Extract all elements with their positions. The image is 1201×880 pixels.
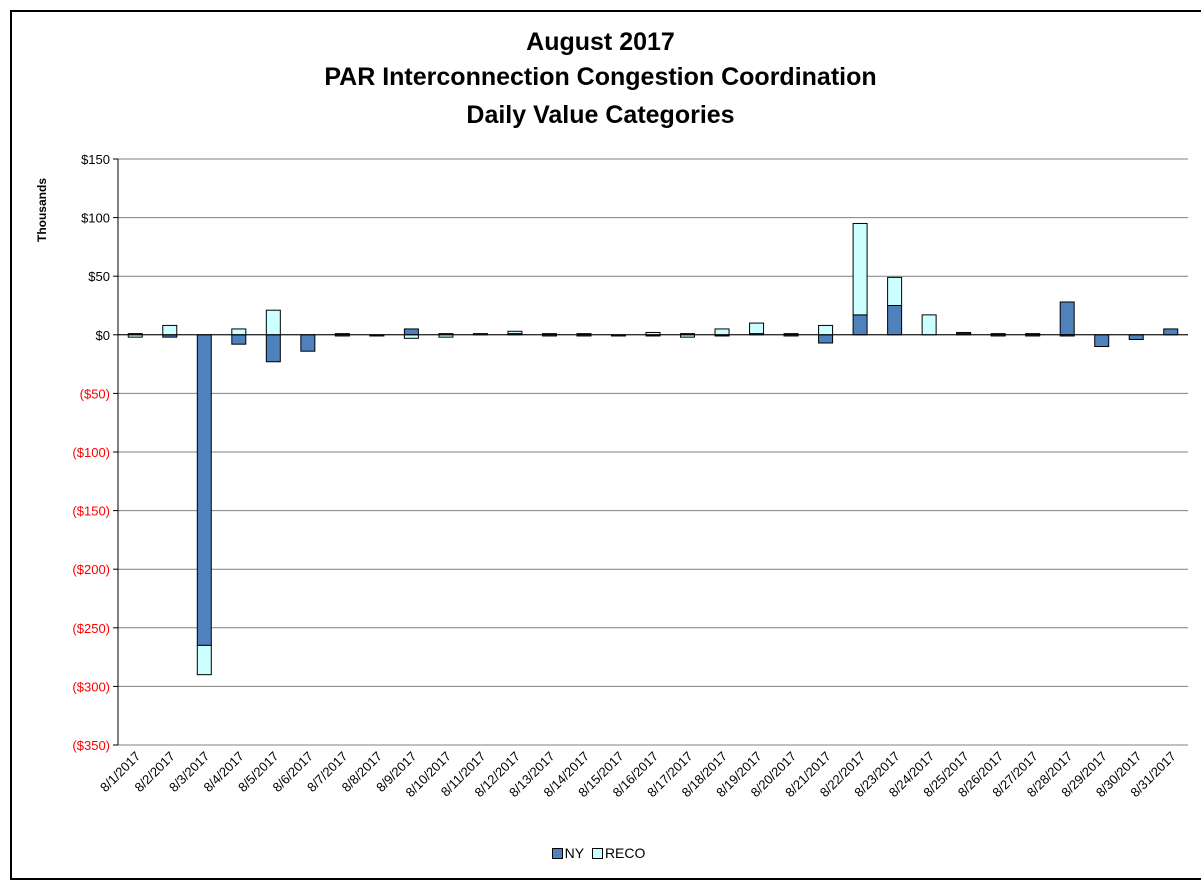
bar-reco <box>162 324 178 336</box>
bar-reco <box>403 334 419 339</box>
chart-title-line-2: PAR Interconnection Congestion Coordinat… <box>324 63 877 91</box>
y-tick-label: $0 <box>96 328 110 343</box>
bar-reco <box>818 324 834 336</box>
legend-label-ny: NY <box>564 845 585 861</box>
bar-ny <box>1094 334 1110 348</box>
legend-swatch-reco <box>591 847 603 859</box>
bar-reco <box>749 322 765 335</box>
bar-reco <box>196 644 212 676</box>
y-tick-label: ($100) <box>72 445 110 460</box>
bar-reco <box>714 328 730 336</box>
bar-ny <box>1163 328 1179 336</box>
bar-ny <box>231 334 247 345</box>
y-tick-label: ($350) <box>72 738 110 753</box>
chart-title-line-1: August 2017 <box>526 28 675 56</box>
bar-reco <box>921 314 937 336</box>
y-tick-label: ($150) <box>72 504 110 519</box>
bar-ny <box>818 334 834 344</box>
bar-reco <box>852 222 868 316</box>
bar-reco <box>231 328 247 336</box>
y-tick-label: ($300) <box>72 679 110 694</box>
y-tick-label: ($200) <box>72 562 110 577</box>
y-tick-label: $150 <box>81 152 110 167</box>
bar-reco <box>507 330 523 335</box>
bar-reco <box>265 309 281 336</box>
bar-ny <box>1128 334 1144 340</box>
bar-ny <box>265 334 281 363</box>
bar-ny <box>196 334 212 646</box>
bar-ny <box>403 328 419 336</box>
bar-ny <box>300 334 316 352</box>
chart-title-line-3: Daily Value Categories <box>466 101 735 129</box>
y-tick-label: $50 <box>88 269 110 284</box>
bar-ny <box>887 305 903 336</box>
legend: NY RECO <box>0 845 1201 862</box>
y-tick-label: $100 <box>81 211 110 226</box>
legend-item-reco: RECO <box>591 845 646 861</box>
bar-reco <box>887 276 903 307</box>
legend-label-reco: RECO <box>604 845 646 861</box>
y-tick-label: ($250) <box>72 621 110 636</box>
legend-item-ny: NY <box>551 845 585 861</box>
bar-ny <box>852 314 868 336</box>
bar-ny <box>1059 301 1075 336</box>
y-tick-label: ($50) <box>80 386 110 401</box>
legend-swatch-ny <box>551 847 563 859</box>
bar-reco <box>956 331 972 335</box>
